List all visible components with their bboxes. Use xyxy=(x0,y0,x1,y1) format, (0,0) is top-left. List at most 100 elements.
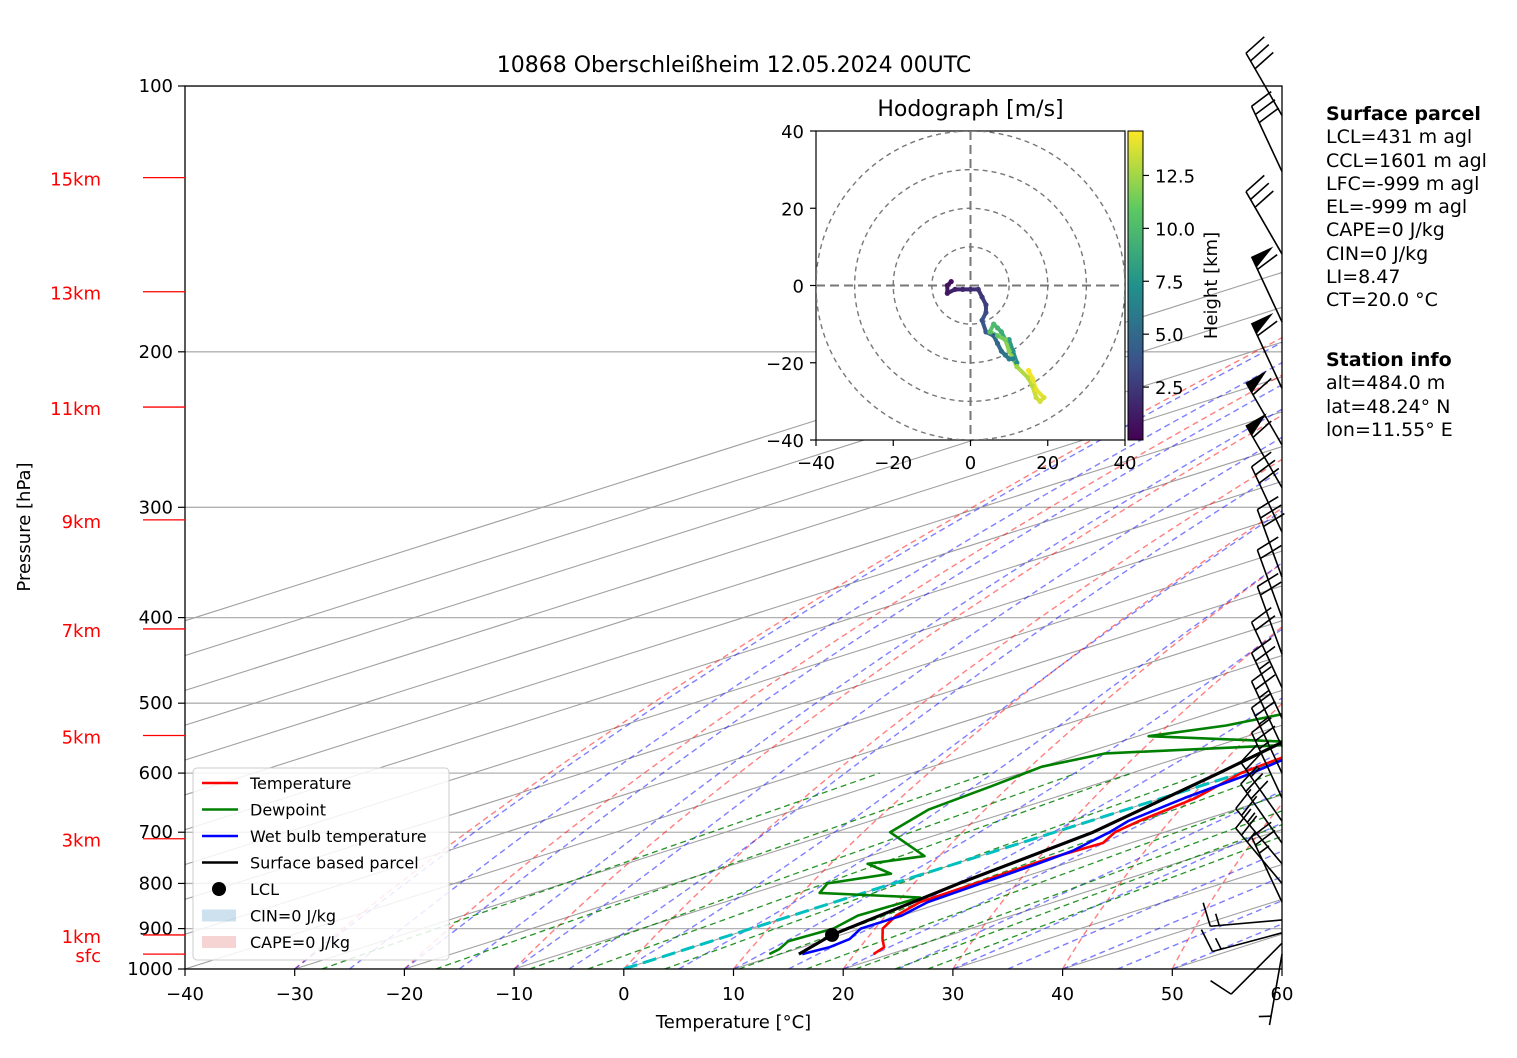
x-tick-label: −30 xyxy=(276,984,314,1005)
barb-full xyxy=(1201,930,1212,952)
hodograph-point xyxy=(960,287,965,292)
legend: Temperature Dewpoint Wet bulb temperature S… xyxy=(193,768,449,960)
wind-barb xyxy=(1246,175,1282,254)
wind-barb xyxy=(1246,413,1282,487)
mixing-ratio-line xyxy=(588,773,1132,969)
y-tick-label: 800 xyxy=(139,873,173,894)
y-tick-label: 1000 xyxy=(127,959,173,980)
hodograph-x-tick-label: −20 xyxy=(874,453,912,474)
colorbar-label: Height [km] xyxy=(1201,232,1222,339)
legend-swatch xyxy=(202,936,236,948)
hodograph-point xyxy=(1041,395,1046,400)
x-tick-label: 0 xyxy=(618,984,629,1005)
hodograph-point xyxy=(1034,387,1039,392)
barb-full xyxy=(1211,981,1232,994)
y-tick-label: 900 xyxy=(139,919,173,940)
x-tick-label: 10 xyxy=(722,984,745,1005)
legend-label: Dewpoint xyxy=(250,801,326,820)
hodograph-x-tick-label: −40 xyxy=(797,453,835,474)
surface-parcel-line: LFC=-999 m agl xyxy=(1326,173,1487,196)
hodograph-y-tick-label: 40 xyxy=(781,122,804,143)
wind-barb xyxy=(1246,37,1282,116)
x-axis-label: Temperature [°C] xyxy=(655,1012,811,1033)
x-tick-label: 40 xyxy=(1051,984,1074,1005)
station-info-line: alt=484.0 m xyxy=(1326,372,1453,395)
hodograph-point xyxy=(968,287,973,292)
colorbar-tick-label: 12.5 xyxy=(1155,166,1195,187)
y-tick-label: 200 xyxy=(139,342,173,363)
hodograph-point xyxy=(999,329,1004,334)
hodograph-y-tick-label: 20 xyxy=(781,199,804,220)
surface-parcel-line: CAPE=0 J/kg xyxy=(1326,219,1487,242)
height-label: sfc xyxy=(75,946,101,967)
legend-label: Temperature xyxy=(249,774,351,793)
hodograph-point xyxy=(1030,376,1035,381)
hodograph-y-tick-label: −40 xyxy=(766,431,804,452)
y-tick-label: 500 xyxy=(139,693,173,714)
surface-parcel-box: Surface parcel LCL=431 m agl CCL=1601 m … xyxy=(1326,103,1487,313)
x-tick-label: 30 xyxy=(941,984,964,1005)
legend-label: CIN=0 J/kg xyxy=(250,907,336,926)
station-info-box: Station info alt=484.0 m lat=48.24° N lo… xyxy=(1326,349,1453,442)
hodograph-point xyxy=(952,287,957,292)
y-tick-label: 100 xyxy=(139,76,173,97)
height-label: 5km xyxy=(62,728,101,749)
barb-half xyxy=(1259,662,1269,669)
surface-parcel-line: CCL=1601 m agl xyxy=(1326,150,1487,173)
x-tick-label: −10 xyxy=(495,984,533,1005)
surface-parcel-line: CIN=0 J/kg xyxy=(1326,243,1487,266)
colorbar xyxy=(1128,131,1143,440)
lcl-marker xyxy=(825,928,839,942)
x-tick-label: 20 xyxy=(832,984,855,1005)
hodograph-point xyxy=(1003,337,1008,342)
wind-barb xyxy=(1252,92,1282,172)
y-tick-label: 300 xyxy=(139,497,173,518)
height-label: 3km xyxy=(62,831,101,852)
station-info-line: lon=11.55° E xyxy=(1326,419,1453,442)
dry-adiabat xyxy=(1501,86,1517,969)
colorbar-tick-label: 5.0 xyxy=(1155,325,1184,346)
surface-parcel-heading: Surface parcel xyxy=(1326,103,1487,126)
hodograph-point xyxy=(1030,383,1035,388)
height-label: 7km xyxy=(62,621,101,642)
x-tick-label: 50 xyxy=(1161,984,1184,1005)
hodograph-point xyxy=(991,322,996,327)
colorbar-tick-label: 10.0 xyxy=(1155,219,1195,240)
hodograph-point xyxy=(1007,349,1012,354)
hodograph-point xyxy=(976,287,981,292)
height-label: 15km xyxy=(50,170,101,191)
legend-label: Surface based parcel xyxy=(250,854,419,873)
height-label: 11km xyxy=(50,399,101,420)
hodograph-y-tick-label: 0 xyxy=(793,277,804,298)
legend-label: CAPE=0 J/kg xyxy=(250,933,350,952)
hodograph-point xyxy=(1003,352,1008,357)
station-info-line: lat=48.24° N xyxy=(1326,396,1453,419)
surface-parcel-line: CT=20.0 °C xyxy=(1326,289,1487,312)
hodograph-x-tick-label: 0 xyxy=(965,453,976,474)
colorbar-tick-label: 2.5 xyxy=(1155,378,1184,399)
barb-shaft xyxy=(1246,192,1282,254)
surface-parcel-line: EL=-999 m agl xyxy=(1326,196,1487,219)
hodograph-point xyxy=(1026,368,1031,373)
y-tick-label: 700 xyxy=(139,822,173,843)
hodograph-point xyxy=(983,310,988,315)
station-info-heading: Station info xyxy=(1326,349,1453,372)
hodograph-point xyxy=(999,349,1004,354)
hodograph-point xyxy=(995,325,1000,330)
barb-shaft xyxy=(1212,933,1282,952)
wind-barb xyxy=(1252,247,1282,322)
hodograph-point xyxy=(995,333,1000,338)
hodograph-point xyxy=(1014,364,1019,369)
chart-title: 10868 Oberschleißheim 12.05.2024 00UTC xyxy=(497,53,972,78)
hodograph-point xyxy=(949,279,954,284)
legend-swatch xyxy=(212,882,226,896)
legend-label: Wet bulb temperature xyxy=(250,827,427,846)
y-tick-label: 600 xyxy=(139,763,173,784)
hodograph-x-tick-label: 40 xyxy=(1114,453,1137,474)
hodograph-point xyxy=(979,318,984,323)
height-label: 1km xyxy=(62,927,101,948)
hodograph-point xyxy=(1037,399,1042,404)
colorbar-tick-label: 7.5 xyxy=(1155,272,1184,293)
